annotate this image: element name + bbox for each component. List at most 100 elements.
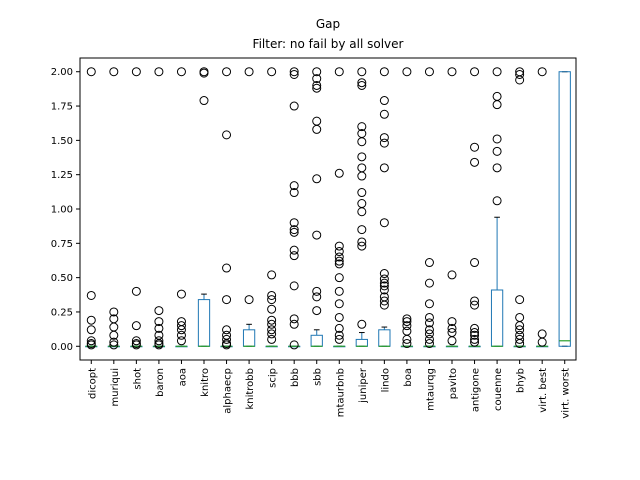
flier-point — [267, 315, 277, 325]
flier-point — [109, 337, 119, 347]
flier-point — [267, 334, 277, 344]
flier-point — [312, 124, 322, 134]
flier-point — [267, 67, 277, 77]
y-tick-label: 1.75 — [51, 102, 73, 113]
flier-point — [154, 67, 164, 77]
flier-point — [470, 334, 480, 344]
flier-point — [402, 321, 412, 331]
flier-point — [334, 256, 344, 266]
x-tick-label: shot — [132, 368, 143, 390]
flier-point — [109, 307, 119, 317]
flier-point — [222, 295, 232, 305]
y-tick-label: 0.00 — [51, 342, 73, 353]
flier-point — [176, 67, 186, 77]
flier-point — [334, 273, 344, 283]
flier-point — [470, 337, 480, 347]
flier-point — [357, 80, 367, 90]
flier-point — [379, 96, 389, 106]
flier-point — [470, 67, 480, 77]
flier-point — [176, 321, 186, 331]
flier-point — [289, 181, 299, 191]
x-tick-label: knitro — [200, 368, 211, 397]
flier-point — [289, 101, 299, 111]
x-tick-label: alphaecp — [223, 368, 234, 414]
flier-point — [402, 317, 412, 327]
flier-point — [131, 340, 141, 350]
flier-point — [379, 138, 389, 148]
y-tick-label: 2.00 — [51, 67, 73, 78]
x-tick-label: sbb — [313, 368, 324, 386]
flier-point — [312, 230, 322, 240]
flier-point — [86, 315, 96, 325]
flier-point — [222, 334, 232, 344]
flier-point — [424, 318, 434, 328]
flier-point — [334, 286, 344, 296]
flier-point — [424, 67, 434, 77]
flier-point — [424, 329, 434, 339]
flier-point — [154, 323, 164, 333]
flier-point — [199, 67, 209, 77]
flier-point — [267, 325, 277, 335]
x-tick-label: dicopt — [87, 368, 98, 399]
flier-point — [515, 295, 525, 305]
flier-point — [86, 336, 96, 346]
axes-frame — [79, 57, 577, 361]
flier-point — [334, 334, 344, 344]
flier-point — [379, 274, 389, 284]
flier-point — [289, 340, 299, 350]
flier-point — [109, 340, 119, 350]
flier-point — [357, 78, 367, 88]
flier-point — [492, 91, 502, 101]
box — [310, 334, 323, 347]
flier-point — [154, 306, 164, 316]
flier-point — [379, 133, 389, 143]
flier-point — [176, 336, 186, 346]
flier-point — [402, 326, 412, 336]
flier-point — [176, 330, 186, 340]
flier-point — [289, 67, 299, 77]
flier-point — [222, 340, 232, 350]
x-tick-label: virt. best — [538, 368, 549, 413]
box — [242, 329, 256, 347]
flier-point — [379, 278, 389, 288]
flier-point — [357, 163, 367, 173]
flier-point — [537, 67, 547, 77]
flier-point — [131, 336, 141, 346]
flier-point — [515, 321, 525, 331]
y-tick-label: 0.25 — [51, 307, 73, 318]
flier-point — [379, 296, 389, 306]
x-tick-label: virt. worst — [561, 368, 572, 419]
flier-point — [334, 259, 344, 269]
flier-point — [334, 252, 344, 262]
flier-point — [424, 278, 434, 288]
flier-point — [357, 199, 367, 209]
flier-point — [154, 317, 164, 327]
flier-point — [312, 67, 322, 77]
x-tick-label: aoa — [177, 368, 188, 386]
x-tick-label: knitrobb — [245, 368, 256, 410]
x-tick-label: antigone — [471, 368, 482, 412]
flier-point — [515, 339, 525, 349]
flier-point — [131, 286, 141, 296]
flier-point — [379, 109, 389, 119]
flier-point — [334, 168, 344, 178]
flier-point — [86, 340, 96, 350]
flier-point — [492, 100, 502, 110]
flier-point — [267, 319, 277, 329]
flier-point — [424, 325, 434, 335]
flier-point — [357, 319, 367, 329]
flier-point — [222, 325, 232, 335]
x-tick-label: boa — [403, 368, 414, 387]
flier-point — [176, 325, 186, 335]
flier-point — [334, 247, 344, 257]
flier-point — [267, 329, 277, 339]
flier-point — [357, 207, 367, 217]
flier-point — [424, 299, 434, 309]
flier-point — [379, 281, 389, 291]
flier-point — [312, 286, 322, 296]
flier-point — [312, 80, 322, 90]
flier-point — [289, 319, 299, 329]
flier-point — [289, 227, 299, 237]
flier-point — [109, 330, 119, 340]
flier-point — [109, 67, 119, 77]
